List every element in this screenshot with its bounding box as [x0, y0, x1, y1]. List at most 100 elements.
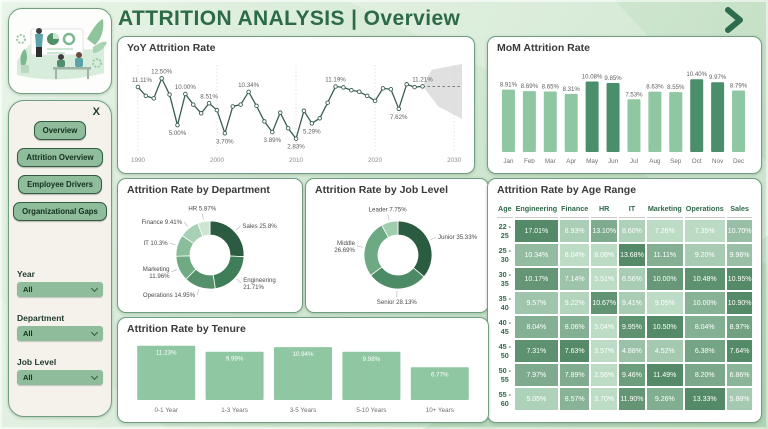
mom-bar-Nov[interactable] — [711, 82, 725, 152]
mom-bar-Jan[interactable] — [501, 89, 515, 152]
heatmap-cell[interactable]: 10.90% — [726, 292, 753, 314]
heatmap-cell[interactable]: 9.22% — [560, 292, 590, 314]
donut-slice-Leader[interactable] — [381, 220, 399, 238]
tenure-bar-chart[interactable]: 11.23% 0-1 Year 9.99% 1-3 Years 10.94% 3-5 Ye… — [122, 336, 482, 420]
yoy-data-point[interactable] — [357, 89, 362, 95]
row-header-age-range[interactable]: 50 - 55 — [498, 366, 511, 384]
donut-slice-HR[interactable] — [197, 220, 211, 237]
column-header-engineering[interactable]: Engineering — [514, 202, 559, 218]
yoy-data-point[interactable] — [206, 101, 212, 106]
heatmap-cell[interactable]: 13.68% — [619, 244, 645, 266]
year-dropdown[interactable]: All — [17, 282, 103, 297]
yoy-data-point[interactable] — [143, 93, 149, 99]
heatmap-cell[interactable]: 4.52% — [646, 340, 683, 362]
heatmap-cell[interactable]: 10.00% — [684, 292, 725, 314]
donut-slice-Senior[interactable] — [370, 266, 425, 290]
column-header-sales[interactable]: Sales — [726, 202, 753, 218]
heatmap-cell[interactable]: 9.46% — [619, 364, 645, 386]
heatmap-cell[interactable]: 5.05% — [514, 388, 559, 410]
heatmap-cell[interactable]: 6.86% — [726, 364, 753, 386]
yoy-data-point[interactable] — [333, 84, 338, 89]
yoy-data-point[interactable] — [135, 84, 141, 90]
nav-button-attrition-overview[interactable]: Attrition Overview — [17, 148, 103, 167]
tenure-bar-10+ Years[interactable] — [410, 367, 469, 400]
heatmap-cell[interactable]: 8.60% — [619, 220, 645, 242]
column-header-finance[interactable]: Finance — [560, 202, 590, 218]
row-header-age-range[interactable]: 40 - 45 — [498, 318, 511, 336]
heatmap-cell[interactable]: 7.64% — [726, 340, 753, 362]
tenure-bar-3-5 Years[interactable] — [274, 347, 332, 400]
job-level-donut-chart[interactable]: Junior 35.33% Senior 28.13% Middle 26.69% Le… — [310, 197, 486, 309]
heatmap-cell[interactable]: 10.34% — [514, 244, 559, 266]
yoy-data-point[interactable] — [222, 131, 228, 136]
department-dropdown[interactable]: All — [17, 326, 103, 341]
heatmap-cell[interactable]: 5.51% — [591, 268, 618, 290]
nav-button-overview[interactable]: Overview — [33, 121, 87, 140]
yoy-data-point[interactable] — [254, 103, 259, 109]
yoy-data-point[interactable] — [238, 102, 243, 107]
heatmap-cell[interactable]: 9.41% — [619, 292, 645, 314]
yoy-data-point[interactable] — [183, 91, 188, 97]
heatmap-cell[interactable]: 3.57% — [591, 340, 618, 362]
heatmap-cell[interactable]: 8.08% — [591, 244, 618, 266]
yoy-data-point[interactable] — [364, 93, 370, 99]
yoy-data-point[interactable] — [151, 96, 157, 101]
heatmap-cell[interactable]: 10.67% — [591, 292, 618, 314]
yoy-data-point[interactable] — [270, 129, 275, 135]
heatmap-cell[interactable]: 8.04% — [514, 316, 559, 338]
heatmap-cell[interactable]: 8.57% — [560, 388, 590, 410]
heatmap-cell[interactable]: 11.11% — [646, 244, 683, 266]
heatmap-cell[interactable]: 7.63% — [560, 340, 590, 362]
mom-bar-Oct[interactable] — [690, 79, 704, 152]
heatmap-cell[interactable]: 8.93% — [560, 220, 590, 242]
heatmap-cell[interactable]: 5.04% — [591, 316, 618, 338]
yoy-data-point[interactable] — [380, 86, 386, 91]
heatmap-cell[interactable]: 7.26% — [646, 220, 683, 242]
yoy-data-point[interactable] — [159, 76, 164, 81]
yoy-data-point[interactable] — [396, 106, 402, 112]
heatmap-cell[interactable]: 6.38% — [684, 340, 725, 362]
heatmap-cell[interactable]: 7.89% — [560, 364, 590, 386]
yoy-data-point[interactable] — [285, 126, 291, 131]
heatmap-cell[interactable]: 8.20% — [684, 364, 725, 386]
yoy-data-point[interactable] — [412, 84, 417, 90]
column-header-age[interactable]: Age — [497, 202, 513, 218]
heatmap-cell[interactable]: 4.88% — [619, 340, 645, 362]
yoy-data-point[interactable] — [246, 89, 251, 95]
mom-bar-Apr[interactable] — [564, 93, 578, 152]
heatmap-cell[interactable]: 9.96% — [726, 244, 753, 266]
column-header-it[interactable]: IT — [619, 202, 645, 218]
yoy-data-point[interactable] — [230, 104, 236, 109]
row-header-age-range[interactable]: 45 - 50 — [498, 342, 511, 360]
heatmap-cell[interactable]: 10.48% — [684, 268, 725, 290]
yoy-data-point[interactable] — [349, 87, 354, 93]
heatmap-cell[interactable]: 13.10% — [591, 220, 618, 242]
heatmap-cell[interactable]: 8.04% — [560, 244, 590, 266]
heatmap-cell[interactable]: 5.88% — [726, 388, 753, 410]
column-header-hr[interactable]: HR — [591, 202, 618, 218]
yoy-data-point[interactable] — [317, 116, 322, 121]
heatmap-cell[interactable]: 7.31% — [514, 340, 559, 362]
next-page-arrow-button[interactable] — [724, 6, 746, 34]
yoy-data-point[interactable] — [293, 136, 299, 141]
row-header-age-range[interactable]: 55 - 60 — [498, 390, 511, 408]
heatmap-cell[interactable]: 11.49% — [646, 364, 683, 386]
heatmap-cell[interactable]: 8.04% — [684, 316, 725, 338]
row-header-age-range[interactable]: 22 - 25 — [498, 222, 511, 240]
heatmap-cell[interactable]: 7.97% — [514, 364, 559, 386]
yoy-data-point[interactable] — [167, 92, 172, 97]
nav-button-organizational-gaps[interactable]: Organizational Gaps — [13, 202, 107, 221]
tenure-bar-1-3 Years[interactable] — [205, 351, 264, 400]
mom-bar-Sep[interactable] — [669, 92, 683, 152]
heatmap-cell[interactable]: 7.14% — [560, 268, 590, 290]
heatmap-cell[interactable]: 13.33% — [684, 388, 725, 410]
mom-bar-Dec[interactable] — [732, 90, 746, 152]
heatmap-cell[interactable]: 10.00% — [646, 268, 683, 290]
heatmap-cell[interactable]: 10.95% — [726, 268, 753, 290]
heatmap-cell[interactable]: 9.57% — [514, 292, 559, 314]
heatmap-cell[interactable]: 7.35% — [684, 220, 725, 242]
tenure-bar-5-10 Years[interactable] — [342, 351, 401, 400]
department-donut-chart[interactable]: Sales 25.8% Engineering 21.71% Operations 1… — [122, 197, 298, 309]
mom-bar-Feb[interactable] — [522, 91, 536, 152]
yoy-line-chart[interactable]: 1990 2000 2010 2020 2030 11.11% 12.50% 5.00% 10.… — [122, 55, 468, 171]
